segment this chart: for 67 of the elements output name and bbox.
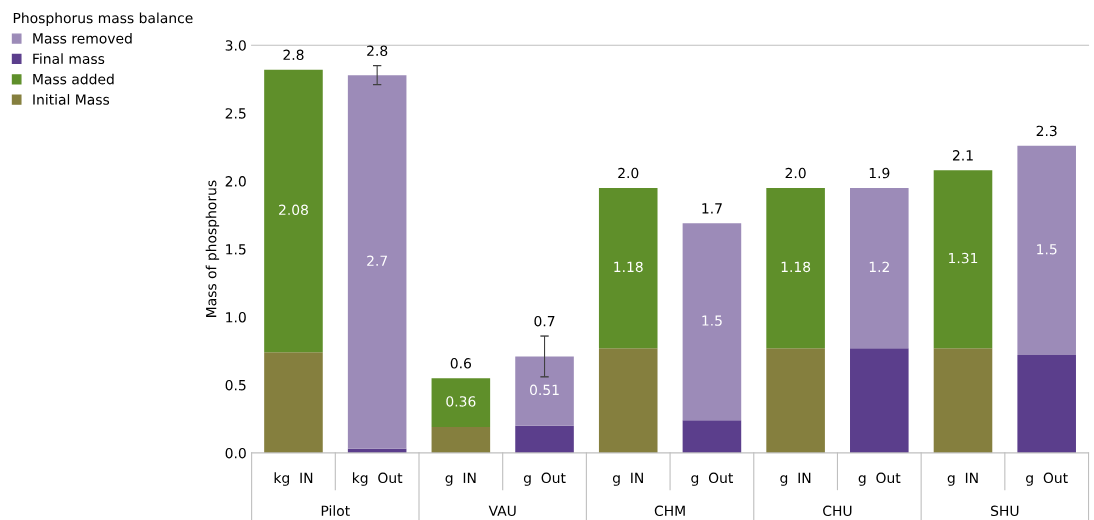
data-label: 1.18 [781,261,811,273]
x-tick-label: g Out [523,472,566,486]
bar [850,348,909,453]
total-label: 2.3 [1036,125,1057,137]
y-axis-title: Mass of phosphorus [205,180,220,317]
legend-label: Initial Mass [33,94,110,105]
data-label: 1.5 [1037,244,1057,255]
bar [933,348,993,453]
x-tick-label: kg IN [274,472,313,486]
bar [347,75,407,449]
x-tick-label: g IN [947,472,978,486]
legend-label: Mass added [33,73,114,85]
total-label: 0.7 [534,315,555,327]
legend-title: Phosphorus mass balance [13,12,193,26]
legend-label: Final mass [33,53,105,65]
x-tick-label: g Out [858,472,901,486]
bar [1017,355,1076,453]
bar [933,170,993,349]
text: SHU [991,505,1019,517]
x-tick-label: g IN [612,472,643,486]
bar [598,348,658,453]
data-label: 1.5 [702,315,722,326]
text: Pilot [321,505,350,517]
bar [766,348,825,453]
bar [682,420,742,453]
total-label: 2.0 [618,167,639,179]
y-tick-label: 3.0 [225,40,246,51]
bar [264,69,323,353]
bar [431,378,491,428]
bar [515,356,574,426]
total-label: 2.0 [785,167,806,179]
bar [431,427,491,453]
y-tick-label: 1.0 [226,312,246,323]
total-label: 2.8 [367,45,388,56]
y-tick-label: 0.5 [225,379,246,391]
data-label: 0.51 [529,384,559,396]
x-tick-label: g Out [1026,472,1068,486]
x-tick-label: g Out [691,472,733,486]
x-tick-label: g IN [445,472,476,486]
data-label: 2.08 [279,204,308,216]
bar [850,187,909,349]
bar [598,187,658,349]
y-tick-label: 2.0 [225,176,246,187]
data-label: 2.7 [367,255,388,266]
data-label: 1.31 [949,252,978,264]
text: VAU [488,505,516,517]
bar [264,352,323,453]
data-label: 0.36 [446,396,476,407]
y-tick-label: 2.5 [225,108,246,119]
data-label: 1.2 [869,261,889,272]
total-label: 0.6 [450,358,472,369]
y-tick-label: 1.5 [226,244,246,255]
total-label: 1.7 [702,203,722,214]
bar [766,187,825,349]
text: CHM [654,505,685,517]
x-tick-label: g IN [780,472,811,486]
y-tick-label: 0.0 [225,447,246,459]
bar [1017,145,1076,356]
data-label: 1.18 [614,261,643,273]
legend-label: Mass removed [33,32,132,44]
bar [682,223,742,421]
x-tick-label: kg Out [352,472,403,486]
bar [515,425,574,453]
total-label: 2.8 [283,49,304,61]
text: CHU [823,505,852,517]
total-label: 2.1 [952,150,973,161]
total-label: 1.9 [869,167,890,179]
